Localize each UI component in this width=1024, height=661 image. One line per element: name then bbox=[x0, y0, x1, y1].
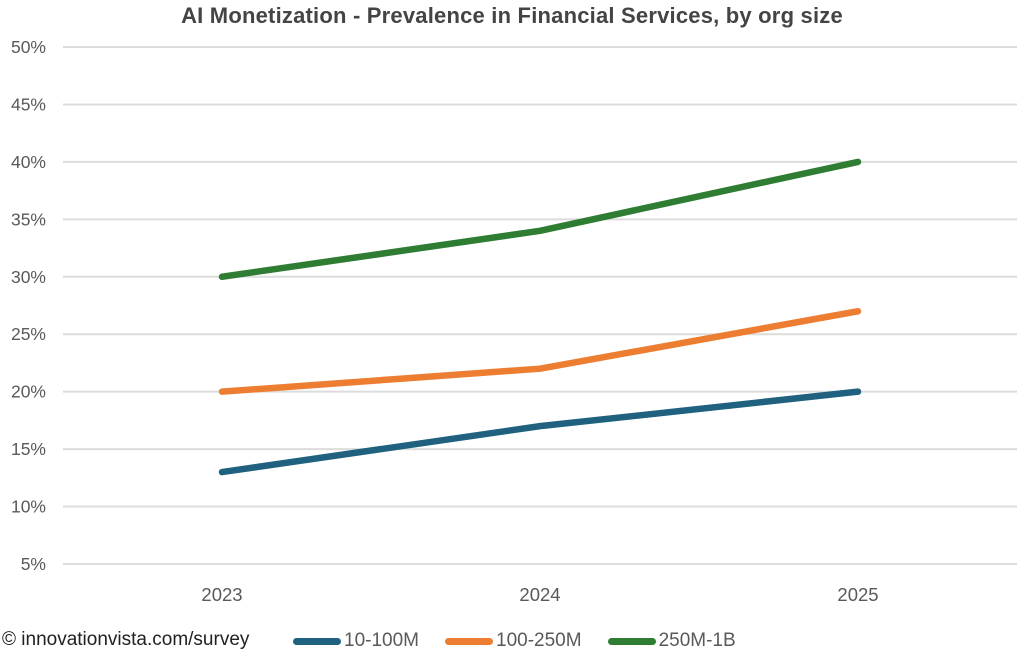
x-tick-label: 2023 bbox=[201, 584, 242, 605]
source-attribution: © innovationvista.com/survey bbox=[2, 629, 250, 650]
legend-item-10-100m: 10-100M bbox=[293, 630, 419, 652]
y-tick-label: 10% bbox=[11, 497, 46, 517]
chart-title: AI Monetization - Prevalence in Financia… bbox=[181, 3, 843, 28]
y-tick-label: 30% bbox=[11, 267, 46, 287]
series-line-250m-1b bbox=[218, 158, 862, 281]
legend: 10-100M 100-250M 250M-1B bbox=[293, 626, 736, 656]
legend-label: 250M-1B bbox=[658, 630, 736, 651]
legend-item-250m-1b: 250M-1B bbox=[607, 630, 736, 652]
footer: © innovationvista.com/survey 10-100M 100-… bbox=[0, 626, 1024, 656]
legend-label: 100-250M bbox=[496, 630, 582, 651]
y-tick-label: 35% bbox=[11, 209, 46, 229]
x-tick-label: 2025 bbox=[837, 584, 878, 605]
legend-swatch-icon bbox=[445, 637, 493, 645]
legend-item-100-250m: 100-250M bbox=[445, 630, 582, 652]
y-tick-label: 15% bbox=[11, 439, 46, 459]
x-tick-label: 2024 bbox=[519, 584, 560, 605]
legend-label: 10-100M bbox=[344, 630, 419, 651]
series-line-100-250m bbox=[218, 307, 862, 395]
y-tick-label: 40% bbox=[11, 152, 46, 172]
y-tick-label: 25% bbox=[11, 324, 46, 344]
y-tick-label: 20% bbox=[11, 382, 46, 402]
series-line-10-100m bbox=[218, 388, 862, 476]
line-plot-canvas: 5% 10% 15% 20% 25% 30% 35% 40% 45% 50% 2023 2024 202… bbox=[11, 37, 1017, 605]
legend-swatch-icon bbox=[607, 637, 656, 645]
y-tick-label: 45% bbox=[11, 94, 46, 114]
y-tick-label: 50% bbox=[11, 37, 46, 57]
legend-swatch-icon bbox=[293, 637, 341, 645]
y-tick-label: 5% bbox=[21, 554, 46, 574]
